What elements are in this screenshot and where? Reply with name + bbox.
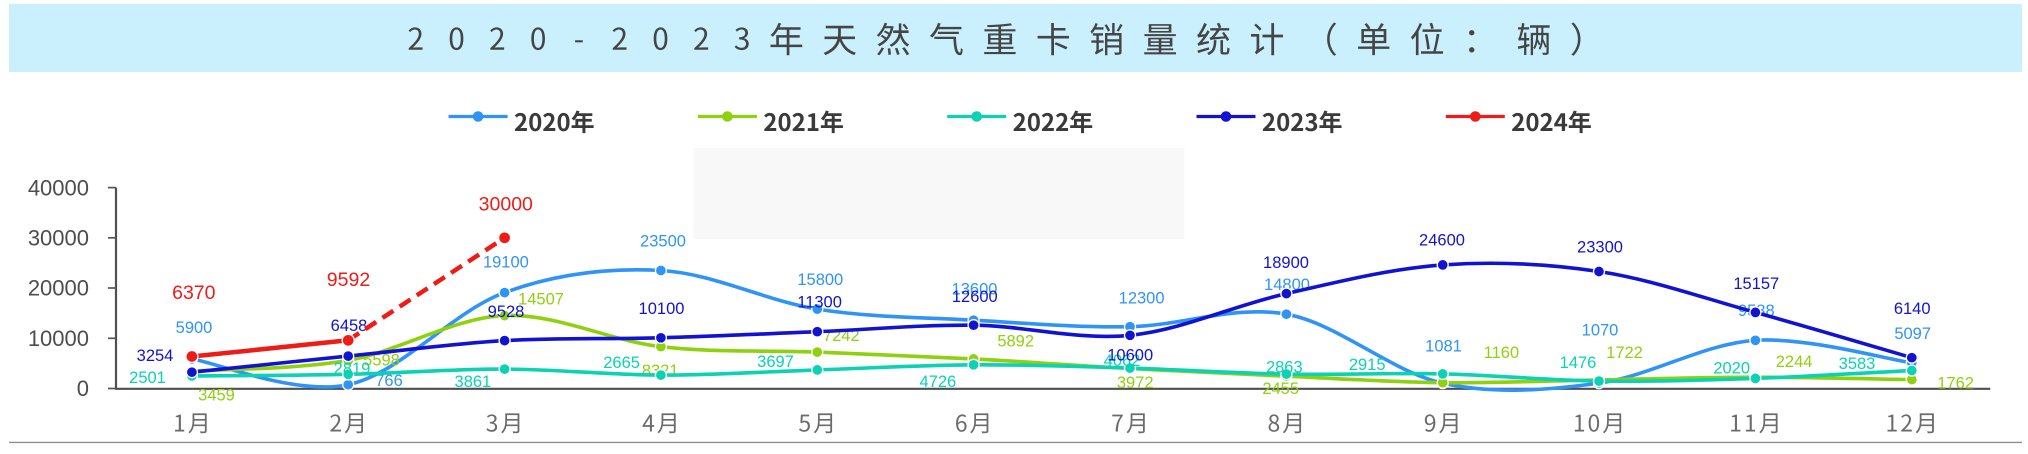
svg-text:3972: 3972 [1117, 374, 1154, 392]
svg-text:1476: 1476 [1560, 354, 1597, 372]
svg-text:40000: 40000 [28, 175, 89, 200]
svg-text:2819: 2819 [334, 360, 371, 378]
svg-text:4726: 4726 [920, 373, 957, 391]
svg-text:30000: 30000 [479, 194, 533, 216]
svg-text:1762: 1762 [1937, 374, 1974, 392]
svg-text:9528: 9528 [488, 303, 525, 321]
svg-text:2501: 2501 [129, 369, 166, 387]
svg-text:5900: 5900 [176, 319, 213, 337]
svg-text:1160: 1160 [1484, 344, 1519, 362]
svg-text:2915: 2915 [1349, 356, 1386, 374]
svg-text:5097: 5097 [1894, 325, 1931, 343]
svg-text:1081: 1081 [1425, 338, 1462, 356]
svg-text:23300: 23300 [1577, 238, 1623, 256]
svg-text:5892: 5892 [997, 333, 1034, 351]
svg-text:23500: 23500 [640, 233, 686, 251]
svg-text:18900: 18900 [1263, 254, 1309, 272]
svg-text:9592: 9592 [327, 269, 370, 291]
svg-text:20000: 20000 [28, 276, 89, 301]
svg-text:0: 0 [77, 376, 89, 401]
svg-text:2455: 2455 [1262, 380, 1299, 398]
svg-text:1722: 1722 [1606, 344, 1643, 362]
svg-text:2020: 2020 [1713, 359, 1750, 377]
svg-text:10000: 10000 [28, 326, 89, 351]
svg-text:3459: 3459 [198, 387, 235, 405]
svg-text:2244: 2244 [1776, 353, 1813, 371]
svg-text:14507: 14507 [518, 290, 564, 308]
svg-text:766: 766 [375, 372, 403, 390]
svg-text:24600: 24600 [1419, 232, 1465, 250]
svg-text:15800: 15800 [797, 271, 843, 289]
svg-text:13600: 13600 [952, 281, 998, 299]
svg-text:3861: 3861 [455, 373, 492, 391]
svg-text:10600: 10600 [1107, 347, 1153, 365]
svg-text:12600: 12600 [952, 288, 998, 306]
svg-text:30000: 30000 [28, 226, 89, 251]
svg-text:10100: 10100 [639, 300, 685, 318]
svg-text:5598: 5598 [363, 352, 400, 370]
svg-text:2863: 2863 [1266, 359, 1303, 377]
svg-text:2665: 2665 [603, 354, 640, 372]
svg-text:6458: 6458 [331, 317, 368, 335]
svg-text:11300: 11300 [797, 294, 842, 312]
svg-text:1070: 1070 [1582, 321, 1619, 339]
svg-text:15157: 15157 [1733, 275, 1779, 293]
svg-text:4062: 4062 [1104, 352, 1141, 370]
svg-text:3254: 3254 [137, 347, 174, 365]
svg-text:6140: 6140 [1894, 300, 1931, 318]
svg-text:6370: 6370 [172, 282, 216, 304]
svg-text:19100: 19100 [483, 254, 529, 272]
svg-text:3583: 3583 [1839, 355, 1876, 373]
svg-text:3697: 3697 [757, 353, 794, 371]
svg-text:12300: 12300 [1119, 290, 1165, 308]
